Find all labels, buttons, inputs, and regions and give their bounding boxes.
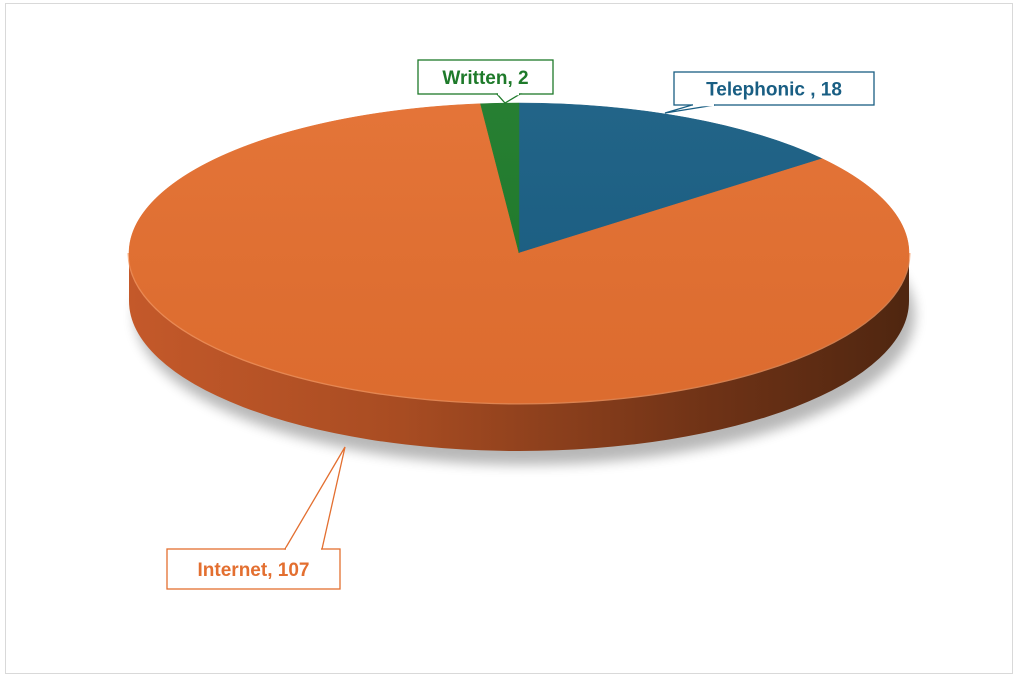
data-label-telephonic: Telephonic , 18: [664, 71, 875, 114]
data-label-text: Telephonic , 18: [706, 80, 842, 101]
data-label-internet: Internet, 107: [166, 446, 346, 590]
data-label-text: Internet, 107: [198, 560, 310, 581]
data-label-text: Written, 2: [442, 68, 528, 89]
slice-side-internet: [129, 253, 909, 451]
pie-top-sheen: [129, 103, 909, 403]
data-label-written: Written, 2: [417, 59, 554, 104]
